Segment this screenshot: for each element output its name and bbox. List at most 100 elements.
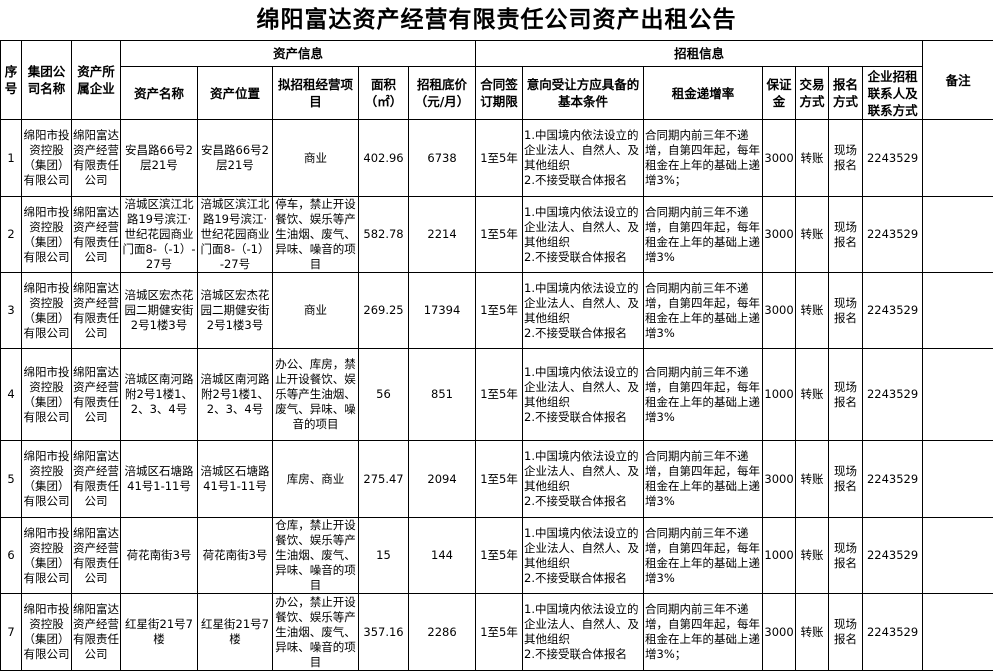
cell-conditions: 1.中国境内依法设立的企业法人、自然人、及其他组织 2.不接受联合体报名	[523, 273, 644, 349]
cell-signup: 现场报名	[829, 594, 863, 671]
cell-seq: 2	[1, 197, 22, 273]
cell-location: 涪城区宏杰花园二期健安街2号1楼3号	[198, 273, 273, 349]
header-business: 拟招租经营项目	[273, 67, 359, 120]
cell-deposit: 1000	[763, 518, 796, 594]
cell-payment: 转账	[796, 441, 829, 518]
cell-payment: 转账	[796, 349, 829, 441]
cell-name: 涪城区南河路附2号1楼1、2、3、4号	[121, 349, 198, 441]
cell-area: 357.16	[359, 594, 409, 671]
cell-conditions: 1.中国境内依法设立的企业法人、自然人、及其他组织 2.不接受联合体报名	[523, 518, 644, 594]
header-seq: 序号	[1, 41, 22, 120]
cell-remark	[923, 349, 993, 441]
cell-term: 1至5年	[476, 120, 523, 197]
cell-seq: 7	[1, 594, 22, 671]
header-price: 招租底价（元/月）	[409, 67, 476, 120]
cell-conditions: 1.中国境内依法设立的企业法人、自然人、及其他组织 2.不接受联合体报名	[523, 441, 644, 518]
cell-location: 红星街21号7楼	[198, 594, 273, 671]
cell-group: 绵阳市投资控股（集团）有限公司	[22, 441, 72, 518]
cell-conditions: 1.中国境内依法设立的企业法人、自然人、及其他组织 2.不接受联合体报名	[523, 120, 644, 197]
cell-deposit: 3000	[763, 594, 796, 671]
cell-business: 仓库，禁止开设餐饮、娱乐等产生油烟、废气、异味、噪音的项目	[273, 518, 359, 594]
cell-owner: 绵阳富达资产经营有限责任公司	[72, 349, 121, 441]
header-remark: 备注	[923, 41, 993, 120]
cell-contact: 2243529	[863, 197, 923, 273]
cell-area: 269.25	[359, 273, 409, 349]
cell-seq: 6	[1, 518, 22, 594]
cell-signup: 现场报名	[829, 273, 863, 349]
header-asset-name: 资产名称	[121, 67, 198, 120]
cell-owner: 绵阳富达资产经营有限责任公司	[72, 197, 121, 273]
header-increase: 租金递增率	[644, 67, 763, 120]
cell-payment: 转账	[796, 120, 829, 197]
cell-location: 安昌路66号2层21号	[198, 120, 273, 197]
cell-price: 2094	[409, 441, 476, 518]
cell-price: 17394	[409, 273, 476, 349]
cell-area: 275.47	[359, 441, 409, 518]
cell-term: 1至5年	[476, 441, 523, 518]
cell-remark	[923, 441, 993, 518]
header-asset-location: 资产位置	[198, 67, 273, 120]
cell-signup: 现场报名	[829, 518, 863, 594]
header-term: 合同签订期限	[476, 67, 523, 120]
cell-increase: 合同期内前三年不递增，自第四年起，每年租金在上年的基础上递增3%	[644, 273, 763, 349]
cell-owner: 绵阳富达资产经营有限责任公司	[72, 120, 121, 197]
cell-price: 851	[409, 349, 476, 441]
cell-remark	[923, 518, 993, 594]
cell-term: 1至5年	[476, 349, 523, 441]
cell-remark	[923, 273, 993, 349]
cell-deposit: 3000	[763, 120, 796, 197]
cell-seq: 5	[1, 441, 22, 518]
cell-name: 涪城区滨江北路19号滨江·世纪花园商业门面8-（-1）-27号	[121, 197, 198, 273]
cell-area: 15	[359, 518, 409, 594]
cell-owner: 绵阳富达资产经营有限责任公司	[72, 273, 121, 349]
cell-conditions: 1.中国境内依法设立的企业法人、自然人、及其他组织 2.不接受联合体报名	[523, 349, 644, 441]
cell-payment: 转账	[796, 594, 829, 671]
header-group-lease: 招租信息	[476, 41, 923, 67]
cell-seq: 3	[1, 273, 22, 349]
cell-price: 2214	[409, 197, 476, 273]
cell-payment: 转账	[796, 518, 829, 594]
header-group-company: 集团公司名称	[22, 41, 72, 120]
header-contact: 企业招租联系人及联系方式	[863, 67, 923, 120]
cell-group: 绵阳市投资控股（集团）有限公司	[22, 594, 72, 671]
cell-price: 144	[409, 518, 476, 594]
cell-conditions: 1.中国境内依法设立的企业法人、自然人、及其他组织 2.不接受联合体报名	[523, 197, 644, 273]
header-deposit: 保证金	[763, 67, 796, 120]
cell-area: 582.78	[359, 197, 409, 273]
cell-term: 1至5年	[476, 273, 523, 349]
cell-remark	[923, 197, 993, 273]
cell-increase: 合同期内前三年不递增，自第四年起，每年租金在上年的基础上递增3%	[644, 518, 763, 594]
cell-group: 绵阳市投资控股（集团）有限公司	[22, 273, 72, 349]
cell-term: 1至5年	[476, 197, 523, 273]
header-area: 面积（㎡）	[359, 67, 409, 120]
cell-business: 办公，禁止开设餐饮、娱乐等产生油烟、废气、异味、噪音的项目	[273, 594, 359, 671]
header-conditions: 意向受让方应具备的基本条件	[523, 67, 644, 120]
cell-remark	[923, 120, 993, 197]
cell-location: 涪城区石塘路41号1-11号	[198, 441, 273, 518]
cell-term: 1至5年	[476, 518, 523, 594]
cell-area: 402.96	[359, 120, 409, 197]
cell-group: 绵阳市投资控股（集团）有限公司	[22, 120, 72, 197]
cell-conditions: 1.中国境内依法设立的企业法人、自然人、及其他组织 2.不接受联合体报名	[523, 594, 644, 671]
lease-table: 序号 集团公司名称 资产所属企业 资产信息 招租信息 备注 资产名称 资产位置 …	[0, 40, 993, 671]
cell-payment: 转账	[796, 273, 829, 349]
cell-name: 安昌路66号2层21号	[121, 120, 198, 197]
cell-business: 办公、库房，禁止开设餐饮、娱乐等产生油烟、废气、异味、噪音的项目	[273, 349, 359, 441]
cell-group: 绵阳市投资控股（集团）有限公司	[22, 518, 72, 594]
cell-group: 绵阳市投资控股（集团）有限公司	[22, 349, 72, 441]
cell-name: 涪城区宏杰花园二期健安街2号1楼3号	[121, 273, 198, 349]
cell-term: 1至5年	[476, 594, 523, 671]
cell-deposit: 3000	[763, 441, 796, 518]
header-group-asset: 资产信息	[121, 41, 476, 67]
cell-name: 红星街21号7楼	[121, 594, 198, 671]
page-title: 绵阳富达资产经营有限责任公司资产出租公告	[0, 0, 993, 40]
cell-signup: 现场报名	[829, 120, 863, 197]
cell-deposit: 3000	[763, 273, 796, 349]
cell-location: 涪城区滨江北路19号滨江·世纪花园商业门面8-（-1）-27号	[198, 197, 273, 273]
cell-name: 涪城区石塘路41号1-11号	[121, 441, 198, 518]
header-owner: 资产所属企业	[72, 41, 121, 120]
cell-owner: 绵阳富达资产经营有限责任公司	[72, 518, 121, 594]
